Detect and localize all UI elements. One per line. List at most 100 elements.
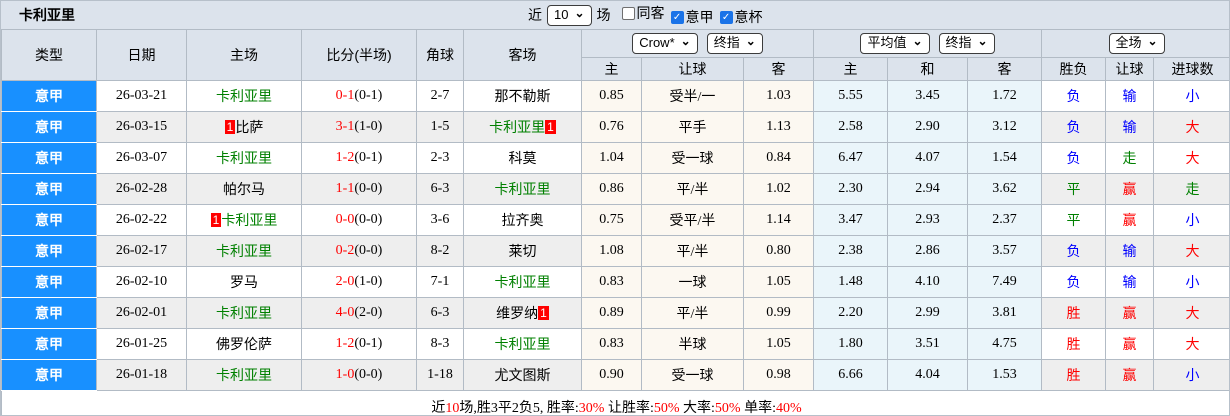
match-row: 意甲 26-02-22 1 卡利亚里 0-0(0-0) 3-6 拉齐奥 0.75 受平/半 1.1… (1, 204, 1229, 236)
avg-draw-odds-cell: 3.51 (887, 328, 969, 360)
fulltime-score: 0-0 (335, 212, 355, 227)
chevron-down-icon: ⌄ (1147, 34, 1158, 48)
halftime-score: (0-0) (354, 367, 383, 382)
avg-away-odds-cell: 3.81 (967, 297, 1043, 329)
col-header-result: 胜负 (1041, 57, 1107, 81)
away-team-name: 维罗纳 (496, 307, 539, 322)
away-team-cell: 卡利亚里 (463, 266, 582, 298)
date-cell: 26-03-07 (96, 142, 187, 174)
match-count-select[interactable]: 10 ⌄ (547, 4, 592, 26)
avg-home-odds-cell: 2.30 (813, 173, 889, 205)
home-team-name: 比萨 (235, 121, 264, 136)
handicap-cell: 平手 (641, 111, 744, 143)
handicap-cell: 平/半 (641, 297, 744, 329)
handicap-result-cell: 走 (1105, 142, 1155, 174)
checkbox-checked-icon[interactable]: ✓ (719, 10, 733, 24)
scope-select[interactable]: 全场 ⌄ (1108, 33, 1165, 54)
home-team-cell: 1 卡利亚里 (186, 204, 302, 236)
goals-result-cell: 小 (1153, 80, 1229, 112)
stats-summary-part: 50% (714, 401, 741, 416)
home-team-cell: 卡利亚里 (186, 297, 302, 329)
average-select[interactable]: 平均值 ⌄ (860, 33, 930, 54)
col-header-avg-home: 主 (813, 57, 889, 81)
score-cell: 1-2(0-1) (301, 328, 417, 360)
date-cell: 26-01-18 (96, 359, 187, 391)
halftime-score: (0-1) (354, 150, 383, 165)
checkbox-coppa-italia[interactable]: ✓ 意杯 (719, 7, 763, 27)
home-team-cell: 佛罗伦萨 (186, 328, 302, 360)
checkbox-serie-a[interactable]: ✓ 意甲 (670, 7, 714, 27)
home-team-cell: 卡利亚里 (186, 80, 302, 112)
away-odds-cell: 1.03 (742, 80, 815, 112)
avg-away-odds-cell: 1.53 (967, 359, 1043, 391)
league-cell: 意甲 (1, 80, 97, 112)
checkbox-checked-icon[interactable]: ✓ (670, 10, 684, 24)
avg-away-odds-cell: 4.75 (967, 328, 1043, 360)
score-cell: 1-1(0-0) (301, 173, 417, 205)
home-odds-cell: 0.83 (581, 266, 642, 298)
result-cell: 胜 (1041, 359, 1107, 391)
away-odds-cell: 0.84 (742, 142, 815, 174)
home-odds-cell: 0.75 (581, 204, 642, 236)
home-team-name: 卡利亚里 (216, 245, 272, 260)
score-cell: 2-0(1-0) (301, 266, 417, 298)
result-cell: 胜 (1041, 328, 1107, 360)
corner-cell: 8-3 (416, 328, 464, 360)
avg-home-odds-cell: 1.48 (813, 266, 889, 298)
away-team-cell: 尤文图斯 (463, 359, 582, 391)
matches-label: 场 (596, 7, 611, 23)
bookmaker-select[interactable]: Crow* ⌄ (632, 33, 698, 54)
final-index-select-2[interactable]: 终指 ⌄ (938, 33, 995, 54)
handicap-result-cell: 输 (1105, 111, 1155, 143)
corner-cell: 6-3 (416, 173, 464, 205)
home-team-cell: 1 比萨 (186, 111, 302, 143)
halftime-score: (0-0) (354, 181, 383, 196)
col-header-handicap-result: 让球 (1105, 57, 1155, 81)
checkbox-label: 意甲 (685, 9, 714, 25)
goals-result-cell: 小 (1153, 266, 1229, 298)
avg-draw-odds-cell: 3.45 (887, 80, 969, 112)
date-cell: 26-01-25 (96, 328, 187, 360)
fulltime-score: 2-0 (335, 274, 355, 289)
final-index-select-2-value: 终指 (945, 35, 972, 50)
avg-home-odds-cell: 2.58 (813, 111, 889, 143)
match-row: 意甲 26-01-18 卡利亚里 1-0(0-0) 1-18 尤文图斯 0.90 受一球 0.9… (1, 359, 1229, 391)
europe-odds-group-header: 平均值 ⌄ 终指 ⌄ (813, 29, 1043, 58)
col-header-odds-away: 客 (742, 57, 815, 81)
avg-home-odds-cell: 6.47 (813, 142, 889, 174)
chevron-down-icon: ⌄ (912, 34, 923, 48)
checkbox-unchecked-icon[interactable] (621, 6, 635, 20)
goals-result-cell: 大 (1153, 297, 1229, 329)
league-cell: 意甲 (1, 173, 97, 205)
home-team-name: 帕尔马 (223, 183, 265, 198)
scope-select-value: 全场 (1115, 35, 1142, 50)
away-team-name: 莱切 (508, 245, 537, 260)
avg-away-odds-cell: 7.49 (967, 266, 1043, 298)
matches-table: 类型 日期 主场 比分(半场) 角球 客场 Crow* ⌄ 终指 ⌄ 平均值 ⌄ 终指… (1, 29, 1229, 416)
fulltime-score: 0-2 (335, 243, 355, 258)
average-select-value: 平均值 (867, 35, 907, 50)
checkbox-same-venue[interactable]: 同客 (621, 3, 665, 23)
corner-cell: 6-3 (416, 297, 464, 329)
league-cell: 意甲 (1, 297, 97, 329)
home-team-name: 卡利亚里 (216, 369, 272, 384)
away-odds-cell: 1.13 (742, 111, 815, 143)
avg-home-odds-cell: 3.47 (813, 204, 889, 236)
halftime-score: (2-0) (354, 305, 383, 320)
handicap-cell: 半球 (641, 328, 744, 360)
home-odds-cell: 1.04 (581, 142, 642, 174)
handicap-result-cell: 赢 (1105, 359, 1155, 391)
score-cell: 0-2(0-0) (301, 235, 417, 267)
stats-summary-part: 50% (653, 401, 680, 416)
match-row: 意甲 26-03-15 1 比萨 3-1(1-0) 1-5 卡利亚里 1 0.76 平手 1.13 2… (1, 111, 1229, 143)
score-cell: 0-1(0-1) (301, 80, 417, 112)
final-index-select-1[interactable]: 终指 ⌄ (706, 33, 763, 54)
league-cell: 意甲 (1, 359, 97, 391)
chevron-down-icon: ⌄ (977, 34, 988, 48)
match-row: 意甲 26-02-01 卡利亚里 4-0(2-0) 6-3 维罗纳 1 0.89 平/半 0.99… (1, 297, 1229, 329)
league-cell: 意甲 (1, 142, 97, 174)
avg-draw-odds-cell: 4.04 (887, 359, 969, 391)
handicap-result-cell: 输 (1105, 235, 1155, 267)
result-cell: 负 (1041, 80, 1107, 112)
handicap-cell: 平/半 (641, 173, 744, 205)
